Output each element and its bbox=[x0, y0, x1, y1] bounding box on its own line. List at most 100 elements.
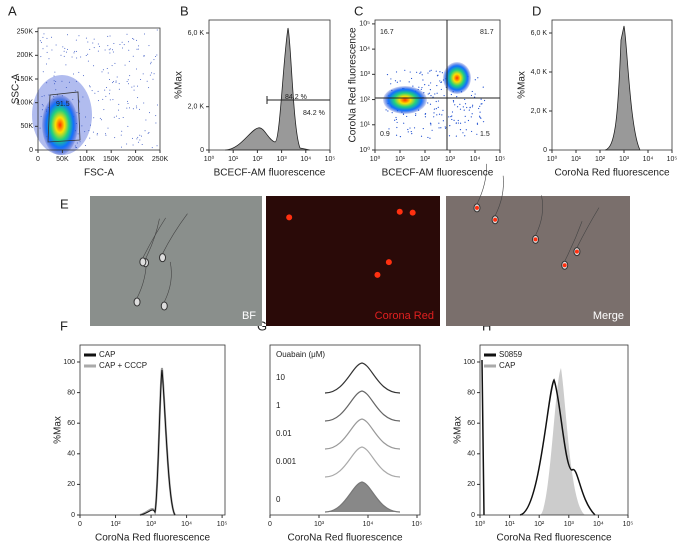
x-tick-label: 10² bbox=[110, 521, 121, 528]
scatter-dot bbox=[66, 52, 67, 53]
scatter-dot bbox=[442, 72, 443, 73]
scatter-dot bbox=[136, 138, 137, 139]
y-tick-label: 60 bbox=[67, 420, 75, 427]
x-tick-label: 10⁴ bbox=[300, 156, 311, 163]
scatter-dot bbox=[396, 135, 397, 136]
scatter-dot bbox=[483, 121, 484, 122]
scatter-dot bbox=[134, 90, 135, 91]
x-tick-label: 10³ bbox=[277, 156, 288, 163]
y-tick-label: 20 bbox=[467, 481, 475, 488]
scatter-dot bbox=[110, 35, 111, 36]
scatter-dot bbox=[143, 102, 144, 103]
scatter-dot bbox=[471, 116, 472, 117]
scatter-dot bbox=[42, 109, 43, 110]
scatter-dot bbox=[117, 76, 118, 77]
cell-spot bbox=[286, 214, 292, 220]
scatter-dot bbox=[400, 80, 401, 81]
scatter-dot bbox=[112, 82, 113, 83]
scatter-dot bbox=[105, 135, 106, 136]
scatter-dot bbox=[79, 101, 80, 102]
scatter-dot bbox=[42, 104, 43, 105]
x-tick-label: 10⁴ bbox=[593, 521, 604, 528]
scatter-dot bbox=[128, 41, 129, 42]
scatter-dot bbox=[64, 51, 65, 52]
scatter-dot bbox=[72, 99, 73, 100]
x-tick-label: 10¹ bbox=[228, 156, 239, 163]
histogram bbox=[540, 368, 585, 515]
scatter-dot bbox=[416, 72, 417, 73]
scatter-dot bbox=[140, 79, 141, 80]
scatter-dot bbox=[101, 71, 102, 72]
scatter-dot bbox=[151, 72, 152, 73]
scatter-dot bbox=[134, 86, 135, 87]
scatter-dot bbox=[409, 127, 410, 128]
x-tick-label: 10³ bbox=[564, 521, 575, 528]
scatter-dot bbox=[438, 100, 439, 101]
x-axis-label: CoroNa Red fluorescence bbox=[496, 533, 611, 543]
plot-frame bbox=[209, 20, 330, 150]
scatter-dot bbox=[119, 83, 120, 84]
x-tick-label: 10¹ bbox=[571, 156, 582, 163]
scatter-dot bbox=[451, 115, 452, 116]
cell-spot bbox=[534, 237, 538, 241]
scatter-dot bbox=[90, 86, 91, 87]
scatter-dot bbox=[451, 94, 452, 95]
scatter-dot bbox=[62, 46, 63, 47]
y-tick-label: 250K bbox=[17, 29, 34, 36]
scatter-dot bbox=[42, 48, 43, 49]
row-label: 0.001 bbox=[276, 457, 297, 466]
scatter-dot bbox=[89, 138, 90, 139]
scatter-dot bbox=[464, 135, 465, 136]
scatter-dot bbox=[141, 136, 142, 137]
annotation: 91.5 bbox=[56, 101, 70, 108]
x-axis-label: CoroNa Red fluorescence bbox=[554, 168, 669, 179]
scatter-dot bbox=[61, 81, 62, 82]
scatter-dot bbox=[475, 79, 476, 80]
scatter-dot bbox=[132, 38, 133, 39]
scatter-dot bbox=[415, 115, 416, 116]
y-tick-label: 0 bbox=[71, 512, 75, 519]
row-label: 10 bbox=[276, 373, 285, 382]
scatter-dot bbox=[43, 33, 44, 34]
scatter-dot bbox=[81, 125, 82, 126]
scatter-dot bbox=[80, 57, 81, 58]
scatter-dot bbox=[105, 96, 106, 97]
y-axis-label: CoroNa Red fluorescence bbox=[348, 27, 359, 142]
scatter-dot bbox=[112, 49, 113, 50]
scatter-dot bbox=[82, 96, 83, 97]
scatter-dot bbox=[421, 136, 422, 137]
scatter-dot bbox=[431, 70, 432, 71]
scatter-dot bbox=[123, 117, 124, 118]
scatter-dot bbox=[109, 93, 110, 94]
annotation: 16.7 bbox=[380, 29, 394, 36]
scatter-dot bbox=[149, 112, 150, 113]
plot-frame bbox=[552, 20, 672, 150]
scatter-dot bbox=[150, 63, 151, 64]
scatter-dot bbox=[464, 99, 465, 100]
scatter-dot bbox=[55, 81, 56, 82]
x-tick-label: 10¹ bbox=[505, 521, 516, 528]
scatter-dot bbox=[88, 61, 89, 62]
scatter-dot bbox=[438, 127, 439, 128]
scatter-dot bbox=[137, 86, 138, 87]
scatter-dot bbox=[454, 104, 455, 105]
scatter-dot bbox=[74, 51, 75, 52]
scatter-dot bbox=[41, 42, 42, 43]
scatter-dot bbox=[73, 74, 74, 75]
scatter-dot bbox=[92, 90, 93, 91]
scatter-dot bbox=[89, 49, 90, 50]
scatter-dot bbox=[411, 78, 412, 79]
rows-title: Ouabain (μM) bbox=[276, 350, 325, 359]
scatter-dot bbox=[104, 90, 105, 91]
scatter-dot bbox=[414, 127, 415, 128]
scatter-dot bbox=[436, 71, 437, 72]
scatter-dot bbox=[88, 130, 89, 131]
annotation: 0.9 bbox=[380, 131, 390, 138]
scatter-dot bbox=[452, 111, 453, 112]
scatter-dot bbox=[477, 124, 478, 125]
scatter-dot bbox=[114, 137, 115, 138]
scatter-dot bbox=[127, 126, 128, 127]
y-tick-label: 200K bbox=[17, 52, 34, 59]
scatter-dot bbox=[136, 49, 137, 50]
scatter-dot bbox=[155, 115, 156, 116]
